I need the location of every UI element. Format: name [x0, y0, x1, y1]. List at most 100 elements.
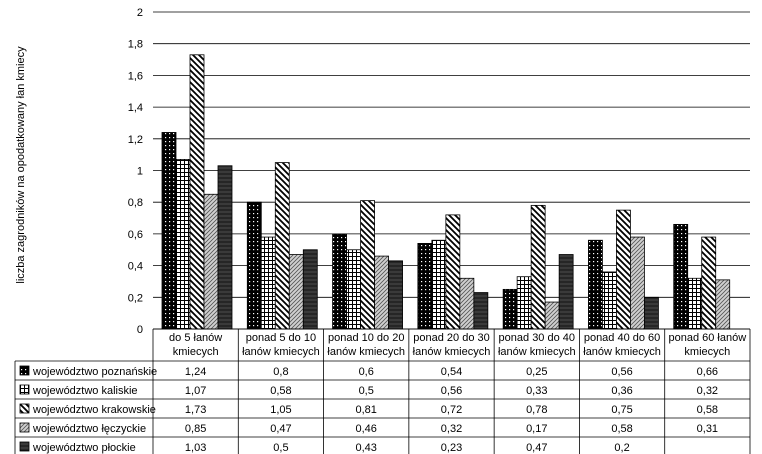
data-label: 0,85 [185, 423, 206, 435]
bar [346, 249, 361, 330]
bar [588, 239, 603, 330]
y-tick-label: 1,6 [128, 70, 143, 82]
bar [502, 288, 518, 330]
bar [616, 209, 631, 330]
y-tick-label: 0,8 [128, 197, 143, 209]
bar [360, 200, 375, 330]
bar [715, 279, 731, 330]
legend-swatch [19, 422, 30, 433]
bar [288, 254, 304, 330]
bar [558, 254, 574, 330]
data-label: 0,46 [356, 423, 377, 435]
bar [175, 159, 191, 330]
bar [530, 204, 546, 330]
y-tick-labels: 0 0,2 0,4 0,6 0,8 1 1,2 1,4 1,6 1,8 2 [128, 7, 143, 336]
bar [544, 301, 560, 330]
x-tick-label: łanów kmiecych [327, 346, 405, 358]
y-tick-label: 1 [137, 166, 143, 178]
x-tick-label: kmiecych [173, 346, 219, 358]
data-label: 0,58 [611, 423, 632, 435]
legend-label: województwo kaliskie [32, 385, 138, 397]
data-label: 0,17 [526, 423, 547, 435]
data-label: 0,66 [697, 366, 718, 378]
y-tick-label: 2 [137, 7, 143, 19]
bar [673, 223, 689, 330]
legend-label: województwo płockie [32, 442, 136, 454]
bar [473, 292, 489, 330]
bar [388, 260, 403, 330]
data-label: 0,33 [526, 385, 547, 397]
bar [374, 255, 389, 330]
data-label: 0,32 [441, 423, 462, 435]
bars [161, 54, 731, 330]
y-tick-label: 1,2 [128, 134, 143, 146]
bar [445, 214, 461, 330]
data-label: 0,47 [270, 423, 291, 435]
bar [417, 243, 433, 330]
data-table: do 5 łanów kmiecych ponad 5 do 10 łanów kmi… [14, 328, 751, 454]
data-label: 0,43 [356, 442, 377, 454]
x-tick-label: łanów kmiecych [583, 346, 661, 358]
legend-swatch [19, 441, 30, 452]
bar [274, 162, 290, 330]
data-label: 1,73 [185, 404, 206, 416]
bar [644, 296, 659, 330]
legend-swatch [19, 403, 30, 414]
y-tick-label: 1,8 [128, 39, 143, 51]
bar [246, 201, 262, 330]
bar [161, 132, 177, 330]
x-tick-label: ponad 40 do 60 [584, 332, 660, 344]
y-axis-label: liczba zagrodników na opodatkowany łan k… [15, 46, 27, 284]
data-label: 0,5 [359, 385, 374, 397]
data-label: 0,58 [270, 385, 291, 397]
data-label: 1,07 [185, 385, 206, 397]
data-label: 1,05 [270, 404, 291, 416]
x-tick-label: do 5 łanów [169, 332, 222, 344]
bar [687, 277, 703, 330]
bar [602, 271, 617, 330]
data-label: 0,75 [611, 404, 632, 416]
bar [203, 193, 219, 330]
bar [332, 233, 347, 330]
data-label: 0,72 [441, 404, 462, 416]
legend-label: województwo łęczyckie [32, 423, 146, 435]
x-tick-label: łanów kmiecych [413, 346, 491, 358]
bar [516, 276, 532, 330]
x-tick-label: ponad 10 do 20 [328, 332, 404, 344]
y-tick-label: 0 [137, 324, 143, 336]
x-tick-label: kmiecych [684, 346, 730, 358]
y-tick-label: 0,6 [128, 229, 143, 241]
y-tick-label: 0,4 [128, 261, 143, 273]
data-label: 0,23 [441, 442, 462, 454]
bar [701, 236, 717, 330]
bar [630, 236, 645, 330]
x-tick-label: ponad 20 do 30 [413, 332, 489, 344]
data-label: 0,56 [441, 385, 462, 397]
data-label: 0,31 [697, 423, 718, 435]
x-tick-label: ponad 30 do 40 [499, 332, 575, 344]
y-tick-label: 0,2 [128, 292, 143, 304]
data-label: 0,58 [697, 404, 718, 416]
data-label: 0,32 [697, 385, 718, 397]
data-label: 0,8 [273, 366, 288, 378]
x-tick-label: ponad 60 łanów [669, 332, 747, 344]
data-label: 0,25 [526, 366, 547, 378]
legend-label: województwo krakowskie [32, 404, 156, 416]
data-label: 0,56 [611, 366, 632, 378]
data-label: 1,03 [185, 442, 206, 454]
y-tick-label: 1,4 [128, 102, 143, 114]
legend-swatch [19, 384, 30, 395]
bar [431, 239, 447, 330]
data-label: 0,78 [526, 404, 547, 416]
x-tick-label: ponad 5 do 10 [246, 332, 316, 344]
x-tick-label: łanów kmiecych [242, 346, 320, 358]
bar [217, 165, 233, 330]
x-tick-label: łanów kmiecych [498, 346, 576, 358]
data-label: 1,24 [185, 366, 206, 378]
data-label: 0,5 [273, 442, 288, 454]
bar [459, 277, 475, 330]
legend-label: województwo poznańskie [32, 366, 157, 378]
data-label: 0,54 [441, 366, 462, 378]
data-label: 0,36 [611, 385, 632, 397]
